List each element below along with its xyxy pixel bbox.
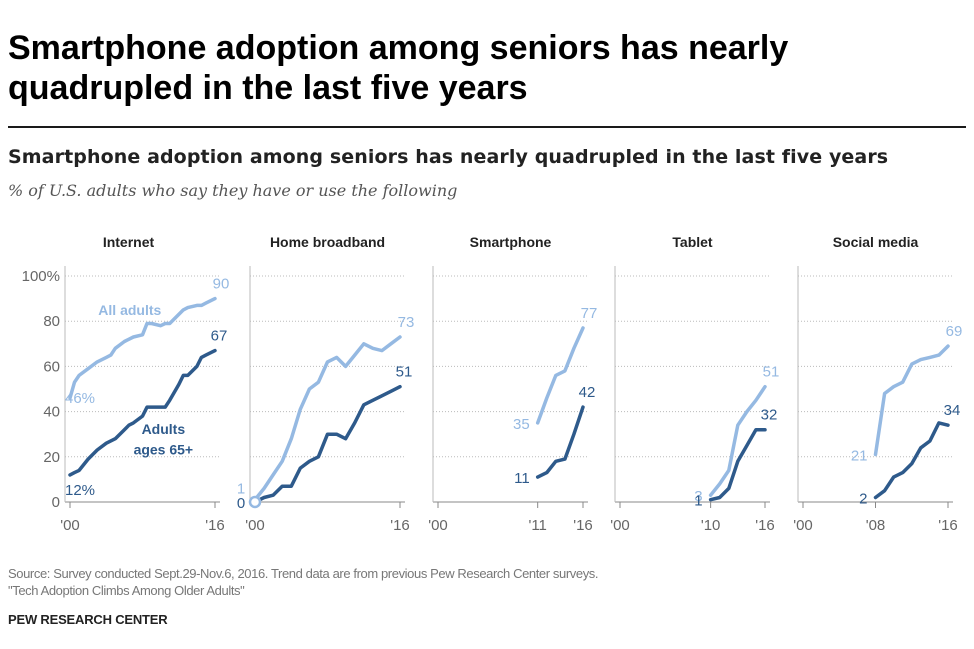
data-label: 77 — [581, 305, 598, 322]
y-tick-label: 100% — [22, 268, 60, 285]
page-headline: Smartphone adoption among seniors has ne… — [8, 29, 789, 107]
data-label: 34 — [944, 402, 961, 419]
data-label: 11 — [514, 470, 530, 487]
data-label: 46% — [65, 390, 95, 407]
seniors-line — [253, 384, 402, 504]
y-tick-label: 40 — [43, 404, 60, 421]
x-tick-label: '00 — [60, 517, 80, 534]
source-line-1: Source: Survey conducted Sept.29-Nov.6, … — [8, 566, 599, 581]
data-label: 35 — [513, 416, 530, 433]
data-label: 21 — [851, 448, 868, 465]
y-tick-label: 60 — [43, 358, 60, 375]
brand-footer: PEW RESEARCH CENTER — [8, 612, 168, 627]
legend-seniors-line1: Adults — [142, 421, 186, 437]
seniors-line — [708, 427, 767, 502]
all-adults-line — [253, 335, 402, 502]
data-label: 73 — [398, 314, 415, 331]
panel-title: Smartphone — [470, 234, 552, 250]
legend-seniors-line2: ages 65+ — [134, 442, 194, 458]
x-tick-label: '10 — [701, 517, 721, 534]
source-line-2: "Tech Adoption Climbs Among Older Adults… — [8, 583, 245, 598]
all-adults-line — [873, 344, 950, 457]
legend-all-adults: All adults — [98, 302, 161, 318]
all-adults-line — [535, 326, 585, 425]
y-tick-label: 20 — [43, 449, 60, 466]
data-label: 1 — [694, 493, 702, 510]
x-tick-label: '00 — [245, 517, 265, 534]
data-label: 51 — [396, 364, 413, 381]
panel-title: Tablet — [672, 234, 713, 250]
data-label: 32 — [761, 407, 778, 424]
x-tick-label: '00 — [610, 517, 630, 534]
data-label: 0 — [237, 495, 245, 512]
data-label: 67 — [211, 328, 228, 345]
data-label: 12% — [65, 482, 95, 499]
seniors-line — [535, 405, 585, 479]
small-multiples-chart: 100%806040200Internet'00'16906746%12%Hom… — [22, 234, 963, 534]
x-tick-label: '16 — [573, 517, 593, 534]
chart-title: Smartphone adoption among seniors has ne… — [8, 146, 889, 168]
start-point-marker — [248, 495, 262, 509]
panel-title: Home broadband — [270, 234, 385, 250]
all-adults-line — [68, 296, 217, 400]
seniors-line — [68, 348, 217, 477]
headline-divider — [8, 126, 966, 128]
y-tick-label: 80 — [43, 313, 60, 330]
data-label: 42 — [579, 384, 596, 401]
y-tick-label: 0 — [52, 494, 60, 511]
data-label: 51 — [763, 364, 780, 381]
x-tick-label: '00 — [428, 517, 448, 534]
x-tick-label: '00 — [793, 517, 813, 534]
x-tick-label: '16 — [390, 517, 410, 534]
panel-title: Internet — [103, 234, 155, 250]
chart-subtitle: % of U.S. adults who say they have or us… — [8, 181, 458, 200]
data-label: 69 — [946, 323, 963, 340]
data-label: 3 — [694, 488, 702, 505]
panel-title: Social media — [833, 234, 919, 250]
source-note: Source: Survey conducted Sept.29-Nov.6, … — [8, 565, 599, 599]
x-tick-label: '16 — [938, 517, 958, 534]
x-tick-label: '08 — [866, 517, 886, 534]
x-tick-label: '16 — [205, 517, 225, 534]
x-tick-label: '11 — [528, 517, 546, 534]
x-tick-label: '16 — [755, 517, 775, 534]
seniors-line — [873, 421, 950, 500]
data-label: 90 — [213, 276, 230, 293]
all-adults-line — [708, 384, 767, 497]
data-label: 2 — [859, 490, 867, 507]
data-label: 1 — [237, 481, 245, 498]
